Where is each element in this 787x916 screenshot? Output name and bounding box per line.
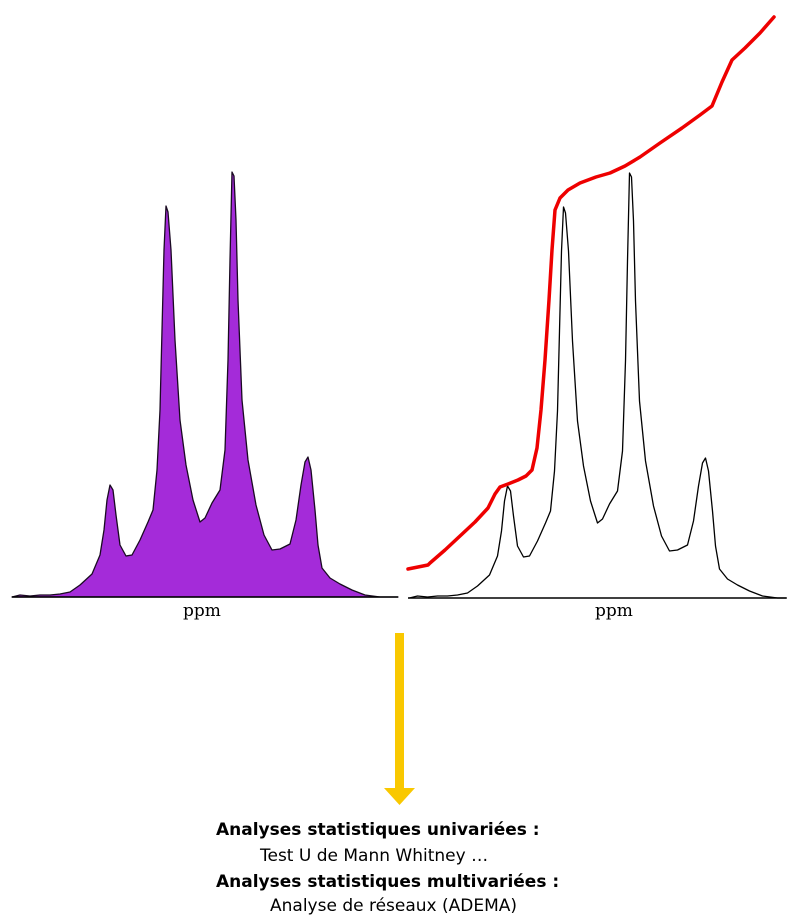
arrow-head bbox=[384, 788, 415, 805]
arrow-shaft bbox=[395, 633, 404, 790]
down-arrow bbox=[384, 633, 415, 805]
univariate-method: Test U de Mann Whitney … bbox=[260, 846, 489, 866]
multivariate-method: Analyse de réseaux (ADEMA) bbox=[270, 896, 518, 916]
spectrum-panel-filled: ppm bbox=[11, 171, 399, 621]
univariate-title: Analyses statistiques univariées : bbox=[216, 820, 540, 840]
multivariate-title: Analyses statistiques multivariées : bbox=[216, 872, 560, 892]
ppm-axis-label: ppm bbox=[595, 601, 633, 621]
spectrum-panel-integrated: ppm bbox=[406, 15, 787, 621]
nmr-spectrum-outline bbox=[409, 172, 787, 599]
nmr-spectrum-filled bbox=[11, 171, 399, 598]
ppm-axis-label: ppm bbox=[183, 601, 221, 621]
integral-curve bbox=[406, 15, 776, 571]
